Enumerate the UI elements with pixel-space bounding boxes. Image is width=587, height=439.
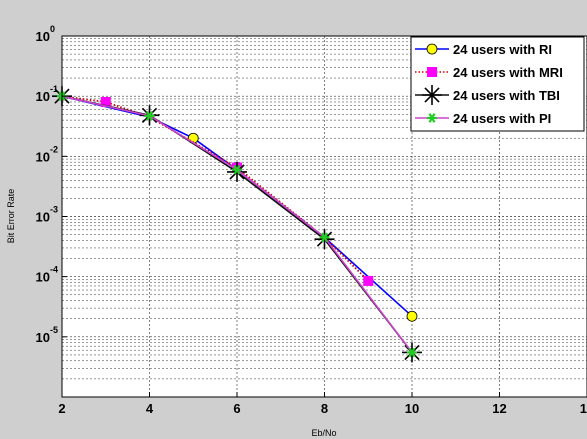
x-tick-label: 10 — [405, 401, 419, 416]
legend-marker — [422, 85, 442, 105]
legend-item: 24 users with RI — [415, 42, 552, 57]
y-tick-label: 10 — [36, 89, 50, 104]
legend-label: 24 users with RI — [453, 42, 552, 57]
x-axis-ticks: 2 4 6 8 10 12 14 — [58, 392, 587, 416]
y-tick-label: 10 — [36, 270, 50, 285]
legend-marker — [426, 43, 438, 55]
x-tick-label: 12 — [492, 401, 506, 416]
data-point — [363, 275, 374, 286]
legend-label: 24 users with TBI — [453, 88, 560, 103]
y-tick-label: 10 — [36, 210, 50, 225]
y-tick-exponent: -4 — [50, 265, 58, 275]
legend-marker — [427, 113, 437, 123]
legend-item: 24 users with PI — [415, 111, 551, 126]
legend-box — [410, 36, 585, 132]
y-axis-title: Bit Error Rate — [6, 189, 16, 244]
star-stroke — [428, 113, 436, 123]
x-tick-label: 4 — [146, 401, 154, 416]
legend-item: 24 users with TBI — [415, 85, 560, 105]
data-point — [144, 111, 155, 121]
asterisk-stroke — [424, 87, 440, 103]
x-tick-label: 8 — [321, 401, 328, 416]
y-tick-label: 10 — [36, 29, 50, 44]
y-tick-exponent: -1 — [50, 84, 58, 94]
y-tick-label: 10 — [36, 330, 50, 345]
legend: 24 users with RI 24 users with MRI 24 user… — [410, 36, 585, 132]
x-axis-title: Eb/No — [311, 428, 336, 438]
legend-label: 24 users with PI — [453, 111, 551, 126]
data-point — [407, 347, 417, 358]
x-tick-label: 14 — [580, 401, 587, 416]
y-tick-exponent: -2 — [50, 144, 58, 154]
legend-label: 24 users with MRI — [453, 65, 563, 80]
series-layer — [52, 86, 422, 363]
asterisk-stroke — [229, 164, 245, 180]
star-stroke — [146, 111, 153, 121]
data-point — [319, 232, 330, 243]
star-stroke — [233, 164, 241, 175]
data-point — [406, 310, 418, 322]
legend-item: 24 users with MRI — [415, 65, 563, 80]
data-point — [100, 96, 111, 107]
y-tick-label: 10 — [36, 149, 50, 164]
star-stroke — [321, 232, 328, 243]
x-tick-label: 6 — [233, 401, 240, 416]
y-tick-exponent: -5 — [50, 325, 58, 335]
y-tick-exponent: -3 — [50, 205, 58, 215]
data-point — [232, 164, 242, 175]
y-tick-exponent: 0 — [50, 24, 55, 34]
star-stroke — [408, 347, 416, 358]
legend-marker — [427, 67, 437, 77]
x-tick-label: 2 — [58, 401, 65, 416]
